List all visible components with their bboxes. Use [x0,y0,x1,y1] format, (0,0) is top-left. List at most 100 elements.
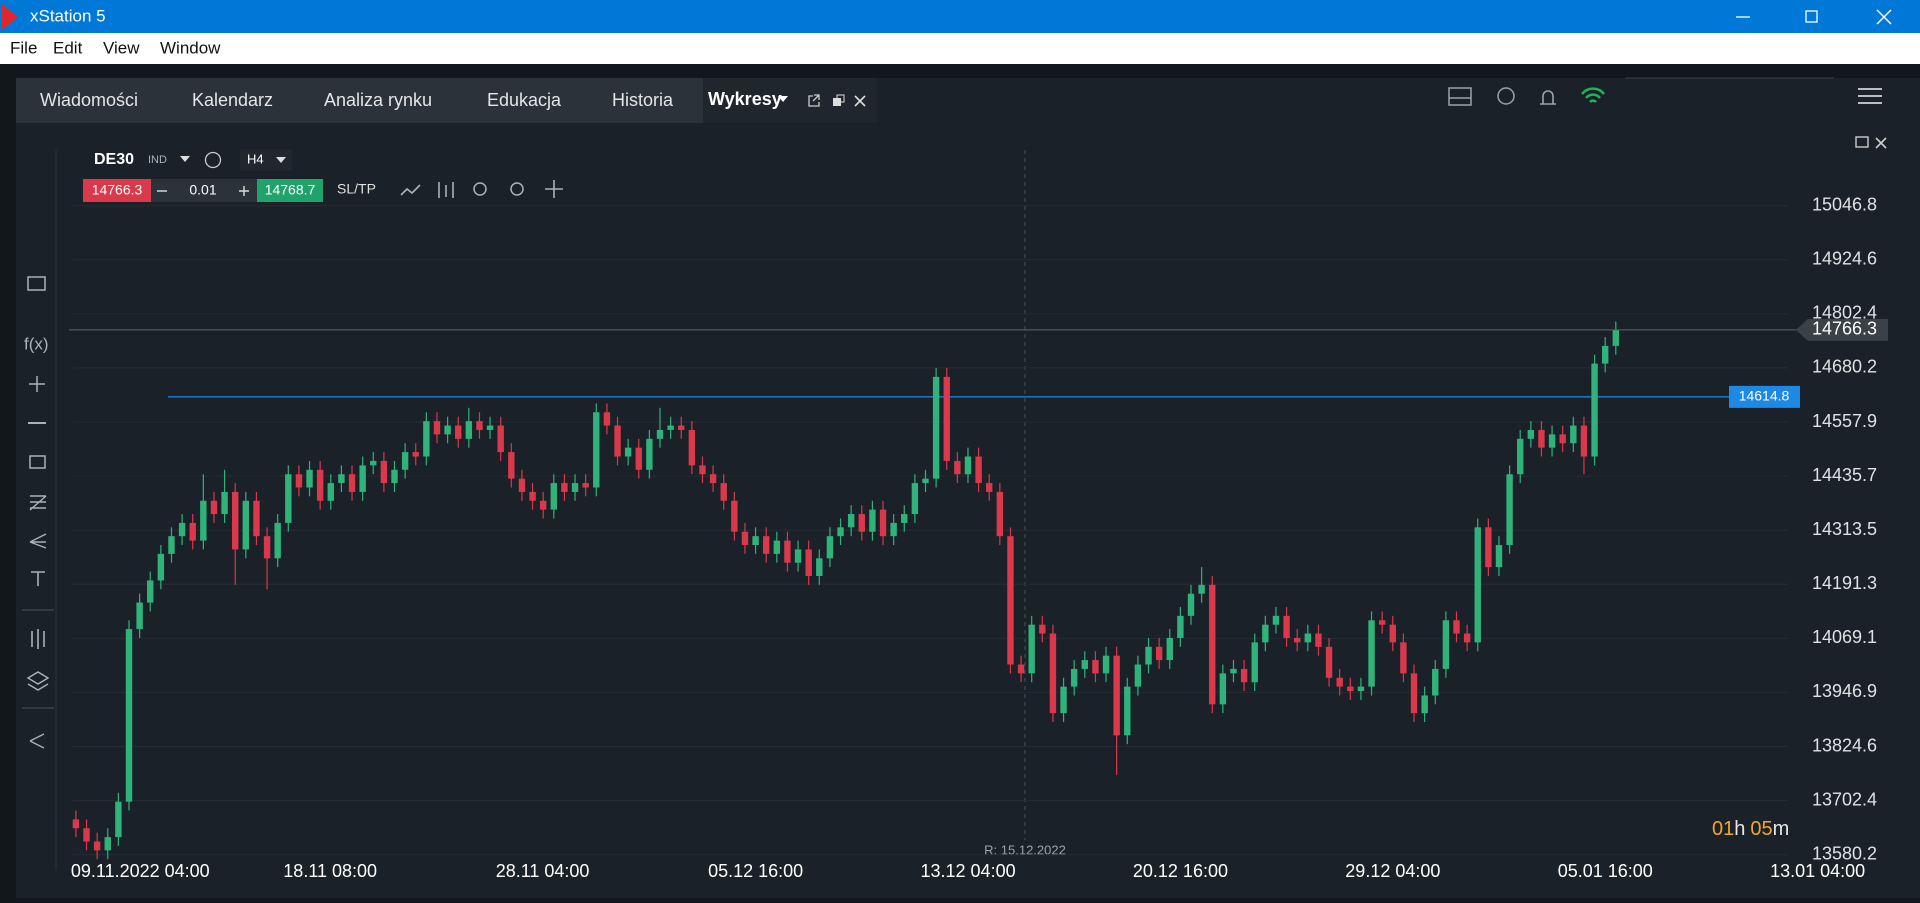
tab[interactable]: Edukacja [487,90,562,110]
menu-item[interactable]: Edit [53,38,83,57]
candle-body [476,421,483,430]
symbol-dropdown[interactable] [180,156,190,162]
candle-chart-icon[interactable] [438,182,454,198]
candle-body [136,602,143,630]
tool-chart-type[interactable] [27,276,46,291]
line-chart-icon[interactable] [400,184,421,196]
bell-icon[interactable] [1540,90,1556,105]
sell-button[interactable] [83,179,151,202]
candle-body [1028,624,1035,674]
candle-body [603,412,611,426]
tool-rectangle[interactable] [29,455,46,469]
candle-body [1039,624,1046,634]
symbol[interactable]: DE30 [94,151,134,168]
tab-active[interactable]: Wykresy [708,89,782,109]
zoom-in-icon[interactable] [510,182,524,196]
volume[interactable]: 0.01 [189,182,216,198]
timeframe[interactable]: H4 [247,151,264,166]
candle-body [1421,695,1428,714]
candle-body [561,483,568,492]
zoom-out-icon[interactable] [473,182,487,196]
candle-body [306,469,313,488]
tab-dropdown[interactable] [778,96,788,102]
tab[interactable]: Historia [612,90,674,110]
hamburger-menu[interactable] [1858,88,1882,104]
volume-increase[interactable] [239,186,249,196]
candle-body [656,429,664,439]
window-icon-back [836,94,845,103]
candle-body [922,478,929,484]
restore-button[interactable] [1805,10,1818,23]
candle-body [433,421,441,435]
panel-minimize[interactable] [1855,136,1869,148]
y-tick-label: 14313.5 [1812,519,1877,539]
panel-close[interactable] [1875,137,1887,149]
timeframe-box[interactable] [240,149,292,171]
tool-candles[interactable] [31,629,45,649]
x-tick-label: 18.11 08:00 [283,861,377,881]
tool-indicators[interactable]: f(x) [24,334,49,353]
candle-body [1517,438,1524,475]
buy-button[interactable] [257,179,323,202]
menu-item[interactable]: Window [160,38,221,57]
candle-body [1209,584,1216,705]
y-tick-label: 13824.6 [1812,735,1877,755]
tab[interactable]: Wiadomości [40,90,138,110]
candle-body [773,540,781,554]
tab[interactable]: Kalendarz [192,90,273,110]
candle-body [794,549,802,563]
candle-body [1240,668,1248,683]
connection-icon [1581,87,1605,103]
layout-icon[interactable] [1448,87,1472,106]
candle-body [423,421,430,457]
candle-body [699,465,706,475]
candle-body [975,456,982,484]
menu-item[interactable]: View [103,38,140,57]
candle-body [624,447,632,457]
info-icon[interactable] [204,151,222,169]
tool-fibonacci[interactable] [29,495,47,511]
candle-body [879,509,887,537]
candle-body [1230,668,1237,674]
candle-body [444,425,451,435]
candle-body [943,376,950,461]
candle-body [1124,686,1131,736]
candle-body [826,536,834,559]
tool-layers[interactable] [26,671,50,691]
candle-body [1601,345,1609,364]
candle-body [635,447,642,470]
volume-box[interactable] [151,179,257,202]
tab[interactable]: Analiza rynku [324,90,432,110]
candle-body [709,474,717,484]
menu-item[interactable]: File [10,38,37,57]
candle-body [1304,633,1312,643]
tool-fan[interactable] [29,533,47,549]
tool-share[interactable] [29,733,45,749]
menu-bar [0,33,1920,64]
close-button[interactable] [1876,9,1892,25]
candle-body [1049,633,1057,714]
chart-panel [16,123,1920,898]
currency-icon[interactable] [1497,87,1515,105]
tool-crosshair[interactable] [29,376,45,392]
level-label: 14614.8 [1739,388,1790,404]
candle-body [646,438,653,470]
candle-body [1432,668,1439,696]
timeframe-dropdown[interactable] [276,157,286,163]
y-tick-label: 13946.9 [1812,681,1877,701]
level-label-box [1729,385,1800,408]
y-tick-label: 15046.8 [1812,194,1877,214]
candle-body [550,483,557,510]
pan-icon[interactable] [545,180,563,198]
ask-price[interactable]: 14768.7 [265,182,316,198]
candle-body [274,522,281,559]
tab-close[interactable] [854,95,866,107]
popout-icon[interactable] [808,94,820,107]
candle-body [115,801,122,838]
candle-body [1347,686,1354,692]
bid-price[interactable]: 14766.3 [92,182,143,198]
tool-text[interactable] [31,571,45,586]
y-tick-label: 14069.1 [1812,627,1877,647]
candle-body [964,456,972,475]
sl-tp-button[interactable]: SL/TP [337,181,376,197]
